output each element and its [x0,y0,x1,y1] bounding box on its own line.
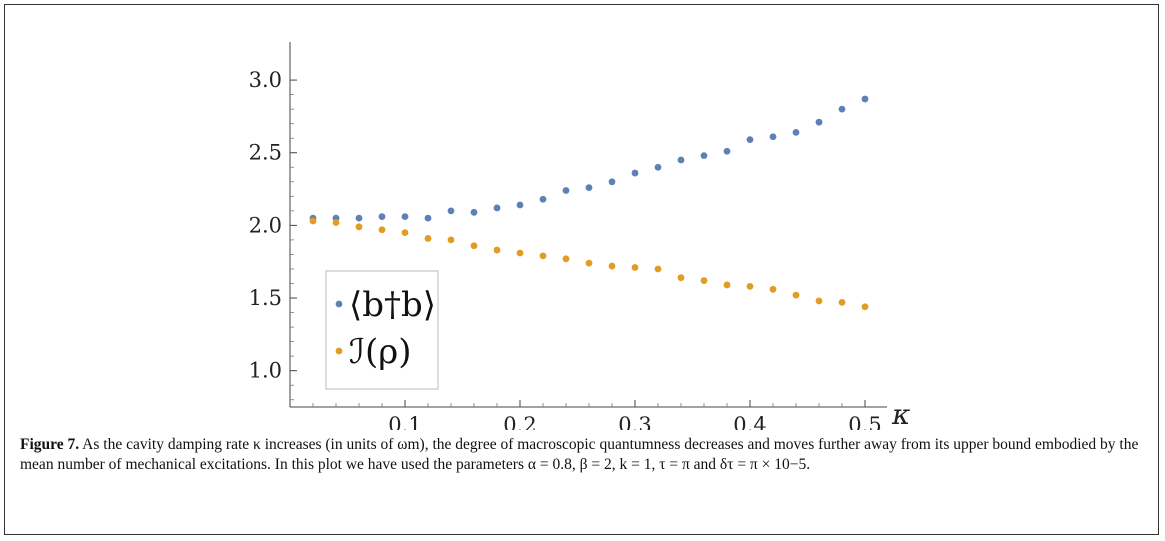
series-0-point [424,214,432,222]
series-1-point [516,249,524,257]
legend-box [325,270,439,390]
series-0-point [562,187,570,194]
caption-text: As the cavity damping rate κ increases (… [20,436,1139,473]
series-1-point [539,252,547,260]
series-0-point [516,201,524,209]
series-1-point [608,262,616,270]
scatter-chart: 1.0 1.5 2.0 2.5 3.0 0.1 0.2 0.3 0.4 0.5 κ ⟨b†b⟩ ℐ(ρ) [249,42,910,430]
legend-label-0: ⟨b†b⟩ [349,285,436,325]
series-0-point [746,136,754,144]
series-0-point [677,156,685,164]
series-0-point [539,195,547,203]
y-tick-label: 1.5 [249,286,282,310]
series-1-point [493,246,501,254]
series-1-point [792,291,800,299]
legend-marker-1 [335,347,343,355]
figure-caption: Figure 7. As the cavity damping rate κ i… [20,435,1140,475]
series-0-point [378,213,386,221]
series-1-point [424,235,432,242]
x-tick-label: 0.4 [733,413,766,430]
series-0-point [654,163,662,171]
x-tick-label: 0.3 [618,413,651,430]
legend-label-1: ℐ(ρ) [349,332,412,372]
series-1-point [654,265,662,273]
series-1-point [562,255,570,263]
series-0-point [769,133,777,141]
series-1-point [378,226,386,234]
figure-frame [4,4,1159,535]
legend-marker-0 [335,300,343,308]
series-1-point [861,303,869,311]
series-0-point [493,204,501,212]
series-0-point [838,105,846,113]
series-0-point [447,207,455,215]
series-1-point [447,236,455,244]
series-0-point [585,184,593,191]
y-tick-label: 2.5 [249,141,282,165]
series-1-point [585,259,593,267]
series-1-point [401,229,409,237]
series-0-point [700,152,708,160]
series-1-point [700,277,708,284]
series-1-point [723,281,731,289]
series-0-point [608,178,616,186]
series-1-point [631,264,639,271]
y-tick-label: 1.0 [249,359,282,383]
y-tick-label: 3.0 [249,68,282,92]
series-1-point [746,283,754,290]
series-1-point [677,274,685,282]
x-axis-label: κ [891,398,910,430]
series-1-point [815,297,823,305]
caption-label: Figure 7. [20,436,80,453]
series-0-point [470,208,478,216]
series-1-point [309,217,317,225]
series-1-point [332,219,340,226]
series-0-point [861,95,869,103]
series-0-point [631,169,639,177]
series-1-point [769,285,777,293]
series-0-point [792,128,800,136]
x-tick-label: 0.5 [848,413,881,430]
series-1-point [355,223,363,231]
series-1-point [470,242,478,250]
series-0-point [355,214,363,222]
x-tick-label: 0.1 [388,413,421,430]
series-0-point [723,147,731,155]
series-0-point [401,213,409,221]
series-0-point [815,118,823,126]
y-tick-label: 2.0 [249,213,282,237]
x-tick-label: 0.2 [503,413,536,430]
series-1-point [838,298,846,306]
